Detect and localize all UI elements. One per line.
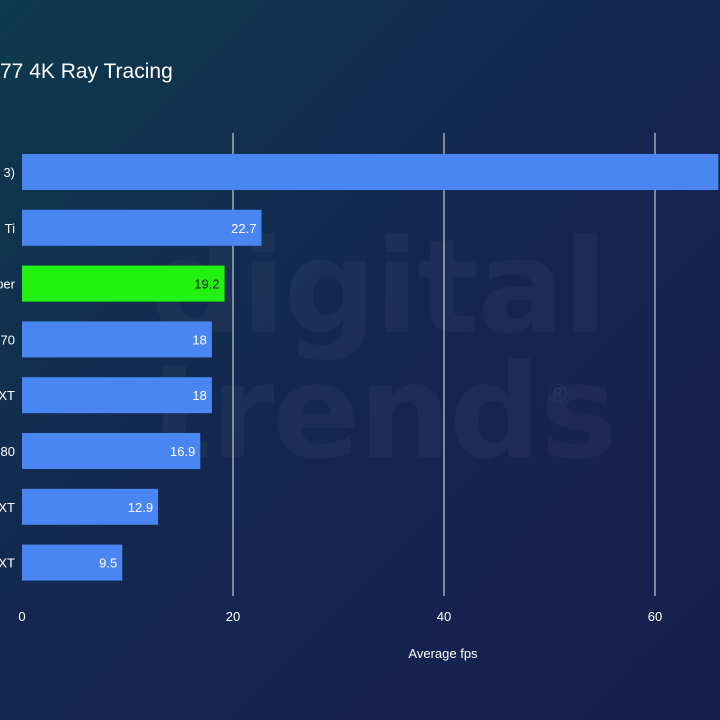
- data-label: 16.9: [170, 444, 195, 459]
- category-label: 3): [3, 165, 15, 180]
- bar: [22, 488, 159, 525]
- grid-lines: [232, 133, 656, 596]
- data-label: 9.5: [99, 556, 117, 571]
- data-label: 18: [192, 388, 206, 403]
- category-label: 70: [1, 332, 15, 347]
- data-label: 22.7: [231, 221, 256, 236]
- category-label: 80: [1, 444, 15, 459]
- bars: [22, 154, 719, 581]
- x-tick-label: 40: [437, 609, 451, 624]
- labels: 0 20 40 60 3) Ti 22.7 per 19.2 70 18 XT 18 80 16.9 XT 12…: [0, 165, 662, 624]
- category-label: XT: [0, 388, 15, 403]
- chart-title: 77 4K Ray Tracing: [0, 60, 173, 83]
- data-label: 12.9: [128, 500, 153, 515]
- bar: [22, 433, 201, 469]
- bar: [22, 209, 262, 246]
- bar: [22, 321, 212, 358]
- data-label: 18: [192, 332, 206, 347]
- bar: [22, 544, 123, 581]
- x-tick-label: 0: [18, 609, 25, 624]
- bar: [22, 154, 719, 190]
- bar: [22, 265, 225, 302]
- bar: [22, 377, 212, 414]
- x-axis-title: Average fps: [408, 646, 478, 661]
- category-label: XT: [0, 500, 15, 515]
- category-label: Ti: [5, 221, 15, 236]
- category-label: XT: [0, 556, 15, 571]
- category-label: per: [0, 277, 16, 292]
- x-tick-label: 20: [226, 609, 240, 624]
- x-tick-label: 60: [648, 609, 662, 624]
- data-label: 19.2: [194, 277, 219, 292]
